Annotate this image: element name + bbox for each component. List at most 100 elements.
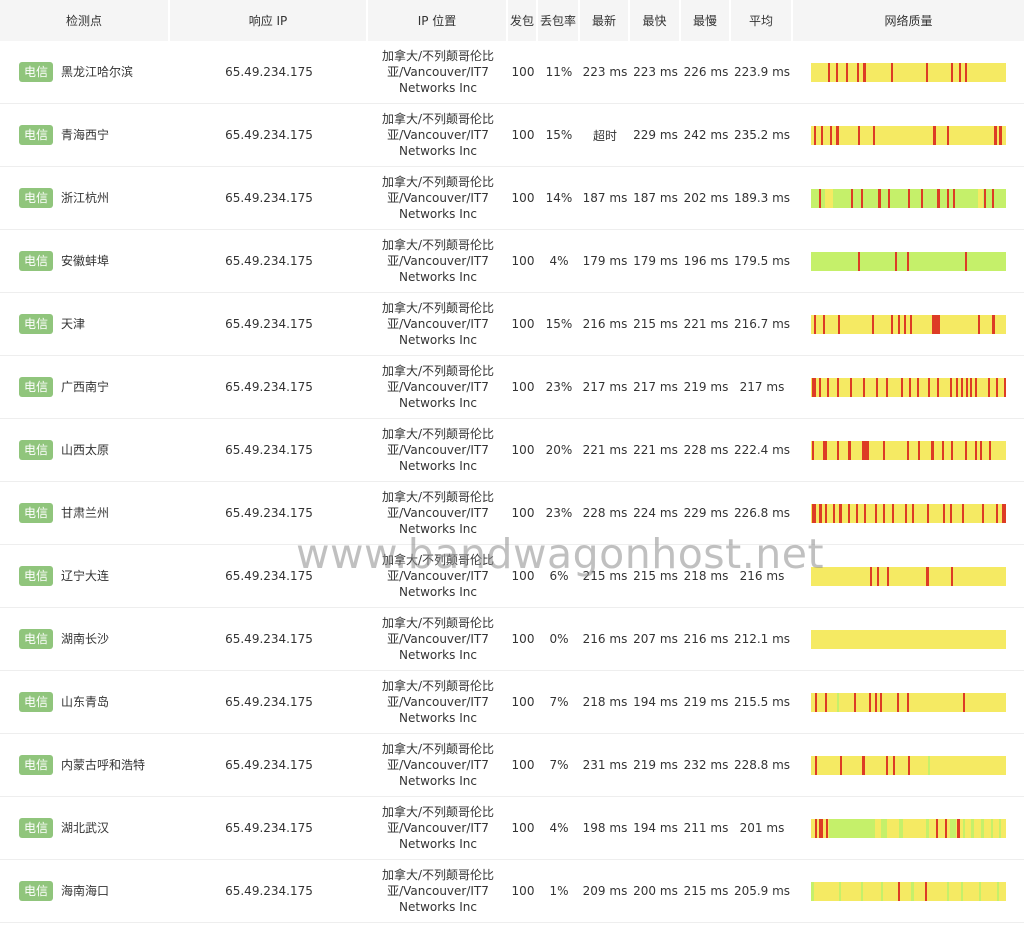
city-label: 广西南宁 xyxy=(61,380,110,394)
loss-cell: 4% xyxy=(538,797,580,860)
quality-bar-segment xyxy=(815,818,817,838)
network-quality-bar xyxy=(811,818,1006,838)
ip-cell: 65.49.234.175 xyxy=(170,797,368,860)
ip-cell: 65.49.234.175 xyxy=(170,860,368,923)
quality-bar-segment xyxy=(897,692,899,712)
fastest-cell-value: 194 ms xyxy=(633,695,678,709)
quality-bar-segment xyxy=(979,881,981,901)
quality-bar-segment xyxy=(999,818,1001,838)
quality-bar-segment xyxy=(881,818,887,838)
point-cell: 电信 安徽蚌埠 xyxy=(0,230,170,293)
quality-bar-segment xyxy=(851,188,853,208)
latest-cell: 209 ms xyxy=(580,860,630,923)
ip-cell-value: 65.49.234.175 xyxy=(225,443,313,457)
ip-cell: 65.49.234.175 xyxy=(170,293,368,356)
ip-cell: 65.49.234.175 xyxy=(170,230,368,293)
quality-bar-segment xyxy=(857,62,859,82)
quality-cell xyxy=(793,104,1024,167)
table-row: 电信 海南海口 65.49.234.175 加拿大/不列颠哥伦比 亚/Vancouve… xyxy=(0,860,1024,923)
location-cell-value: 加拿大/不列颠哥伦比 亚/Vancouver/IT7 Networks Inc xyxy=(381,364,495,410)
quality-bar-segment xyxy=(978,188,983,208)
city-label: 黑龙江哈尔滨 xyxy=(61,65,134,79)
fastest-cell: 194 ms xyxy=(630,671,681,734)
fastest-cell: 187 ms xyxy=(630,167,681,230)
slowest-cell: 211 ms xyxy=(681,797,731,860)
location-cell-value: 加拿大/不列颠哥伦比 亚/Vancouver/IT7 Networks Inc xyxy=(381,49,495,95)
quality-bar-segment xyxy=(905,503,907,523)
table-row: 电信 黑龙江哈尔滨 65.49.234.175 加拿大/不列颠哥伦比 亚/Vancou… xyxy=(0,41,1024,104)
fastest-cell-value: 221 ms xyxy=(633,443,678,457)
quality-bar-segment xyxy=(887,566,889,586)
average-cell-value: 216.7 ms xyxy=(733,317,791,331)
quality-bar-segment xyxy=(921,188,923,208)
point-cell: 电信 湖南长沙 xyxy=(0,608,170,671)
quality-bar-segment xyxy=(846,62,848,82)
slowest-cell-value: 215 ms xyxy=(683,884,729,898)
quality-bar-segment xyxy=(825,503,827,523)
sent-cell: 100 xyxy=(508,608,538,671)
fastest-cell: 229 ms xyxy=(630,104,681,167)
average-cell-value: 222.4 ms xyxy=(733,443,791,457)
fastest-cell-value: 200 ms xyxy=(633,884,678,898)
quality-bar-segment xyxy=(862,440,869,460)
quality-bar-segment xyxy=(971,818,974,838)
quality-bar-segment xyxy=(910,314,912,334)
quality-bar-background xyxy=(811,881,1006,901)
location-cell-value: 加拿大/不列颠哥伦比 亚/Vancouver/IT7 Networks Inc xyxy=(381,742,495,788)
quality-bar-segment xyxy=(959,62,961,82)
network-quality-bar xyxy=(811,62,1006,82)
slowest-cell: 228 ms xyxy=(681,419,731,482)
latest-cell-value: 216 ms xyxy=(582,632,628,646)
average-cell-value: 228.8 ms xyxy=(733,758,791,772)
sent-cell: 100 xyxy=(508,734,538,797)
col-header-slowest: 最慢 xyxy=(681,0,731,41)
quality-cell xyxy=(793,167,1024,230)
quality-bar-segment xyxy=(926,62,928,82)
sent-cell: 100 xyxy=(508,482,538,545)
loss-cell-value: 20% xyxy=(545,443,573,457)
average-cell: 205.9 ms xyxy=(731,860,793,923)
col-header-average: 平均 xyxy=(731,0,793,41)
slowest-cell: 232 ms xyxy=(681,734,731,797)
quality-bar-segment xyxy=(886,377,888,397)
quality-bar-segment xyxy=(908,755,910,775)
quality-bar-segment xyxy=(876,377,878,397)
ip-cell-value: 65.49.234.175 xyxy=(225,380,313,394)
table-row: 电信 广西南宁 65.49.234.175 加拿大/不列颠哥伦比 亚/Vancouve… xyxy=(0,356,1024,419)
quality-bar-segment xyxy=(828,62,830,82)
quality-bar-segment xyxy=(950,503,952,523)
latest-cell-value: 215 ms xyxy=(582,569,628,583)
col-header-ip: 响应 IP xyxy=(170,0,368,41)
quality-bar-segment xyxy=(863,62,866,82)
location-cell-value: 加拿大/不列颠哥伦比 亚/Vancouver/IT7 Networks Inc xyxy=(381,679,495,725)
quality-bar-segment xyxy=(863,377,865,397)
loss-cell-value: 4% xyxy=(549,254,569,268)
quality-bar-segment xyxy=(912,503,914,523)
quality-bar-segment xyxy=(888,188,890,208)
latest-cell-value: 218 ms xyxy=(582,695,628,709)
col-header-quality: 网络质量 xyxy=(793,0,1024,41)
slowest-cell-value: 219 ms xyxy=(683,380,729,394)
quality-bar-segment xyxy=(947,125,949,145)
location-cell: 加拿大/不列颠哥伦比 亚/Vancouver/IT7 Networks Inc xyxy=(368,230,508,293)
quality-bar-segment xyxy=(814,314,816,334)
quality-bar-segment xyxy=(996,377,998,397)
quality-bar-segment xyxy=(812,440,814,460)
latest-cell: 215 ms xyxy=(580,545,630,608)
ip-cell-value: 65.49.234.175 xyxy=(225,821,313,835)
network-quality-bar xyxy=(811,755,1006,775)
fastest-cell-value: 215 ms xyxy=(633,569,678,583)
quality-bar-segment xyxy=(829,818,875,838)
quality-bar-segment xyxy=(978,314,980,334)
sent-cell: 100 xyxy=(508,419,538,482)
location-cell-value: 加拿大/不列颠哥伦比 亚/Vancouver/IT7 Networks Inc xyxy=(381,868,495,914)
loss-cell-value: 7% xyxy=(549,695,569,709)
point-cell: 电信 甘肃兰州 xyxy=(0,482,170,545)
quality-bar-segment xyxy=(856,503,858,523)
quality-bar-segment xyxy=(951,566,953,586)
slowest-cell-value: 219 ms xyxy=(683,695,729,709)
city-label: 天津 xyxy=(61,317,86,331)
ip-cell-value: 65.49.234.175 xyxy=(225,191,313,205)
quality-bar-segment xyxy=(812,377,816,397)
